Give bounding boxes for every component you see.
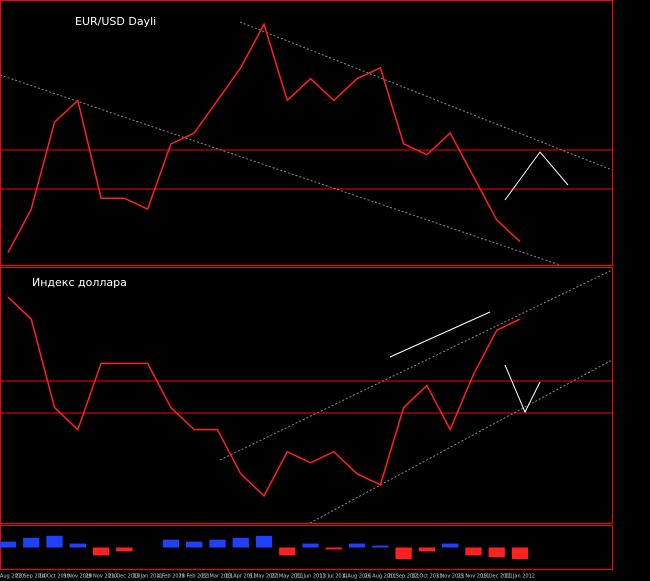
x-tick-label: 22 Sep 2010 <box>15 574 47 580</box>
histogram-bar <box>279 547 296 556</box>
x-tick-label: 3 Nov 2011 <box>436 574 465 580</box>
x-tick-label: 11 Jan 2012 <box>505 574 535 580</box>
x-tick-label: 13 Apr 2011 <box>225 574 256 580</box>
x-tick-label: 27 May 2011 <box>271 574 304 580</box>
histogram-bar <box>162 539 180 548</box>
histogram-bar <box>395 547 412 560</box>
x-tick-label: 4 Aug 2011 <box>343 574 372 580</box>
panes <box>0 0 613 570</box>
chart-title: Индекс доллара <box>32 276 127 289</box>
forecast-arrows <box>389 151 569 414</box>
x-tick-label: 28 Feb 2011 <box>179 574 210 580</box>
histogram-bar <box>232 537 249 548</box>
histogram-bar <box>511 547 529 560</box>
histogram-bar <box>465 547 482 556</box>
histogram-bar <box>116 547 133 552</box>
pane-frame <box>0 267 613 524</box>
x-tick-label: 13 Jul 2011 <box>320 574 348 580</box>
histogram-bar <box>325 547 342 550</box>
x-tick-label: 5 May 2011 <box>249 574 278 580</box>
x-tick-label: 29 Nov 2010 <box>85 574 117 580</box>
histogram-bar <box>69 543 86 548</box>
histogram-bar <box>23 537 40 548</box>
pane-frame <box>0 0 613 266</box>
histogram-bar <box>488 547 505 558</box>
histogram-bar <box>255 535 273 548</box>
trend-line <box>309 359 613 524</box>
x-tick-label: 25 Nov 2011 <box>457 574 489 580</box>
chart-title: EUR/USD Dayli <box>75 15 156 28</box>
histogram-bar <box>442 543 459 548</box>
histogram-bar <box>418 547 436 552</box>
price-line <box>7 296 521 498</box>
trend-line <box>239 21 613 171</box>
histogram-bar <box>302 543 319 548</box>
trend-lines <box>0 21 613 524</box>
trend-line <box>389 311 491 358</box>
histogram-bar <box>0 541 17 548</box>
histogram-bar <box>186 541 203 548</box>
histogram-bar <box>348 543 366 548</box>
x-tick-label: 20 Sep 2011 <box>388 574 420 580</box>
histogram-bar <box>46 535 63 548</box>
x-tick-label: 4 Feb 2011 <box>157 574 185 580</box>
x-tick-label: 21 Dec 2010 <box>108 574 140 580</box>
arrow <box>504 151 569 201</box>
x-tick-label: 13 Jan 2011 <box>133 574 163 580</box>
histogram-bar <box>209 539 226 548</box>
x-tick-label: 19 Dec 2011 <box>481 574 513 580</box>
x-tick-label: 21 Jun 2011 <box>296 574 326 580</box>
x-tick-label: 14 Oct 2010 <box>39 574 70 580</box>
x-tick-label: 22 Mar 2011 <box>202 574 234 580</box>
x-tick-label: 26 Aug 2011 <box>364 574 396 580</box>
histogram-bar <box>372 545 389 548</box>
x-tick-label: 12 Oct 2011 <box>411 574 442 580</box>
arrow <box>504 364 541 414</box>
histogram-bar <box>92 547 110 556</box>
trend-line <box>219 269 613 461</box>
x-tick-label: 30 Aug 2010 <box>0 574 24 580</box>
trend-line <box>0 74 561 266</box>
x-tick-label: 5 Nov 2010 <box>63 574 92 580</box>
price-line <box>7 22 521 253</box>
